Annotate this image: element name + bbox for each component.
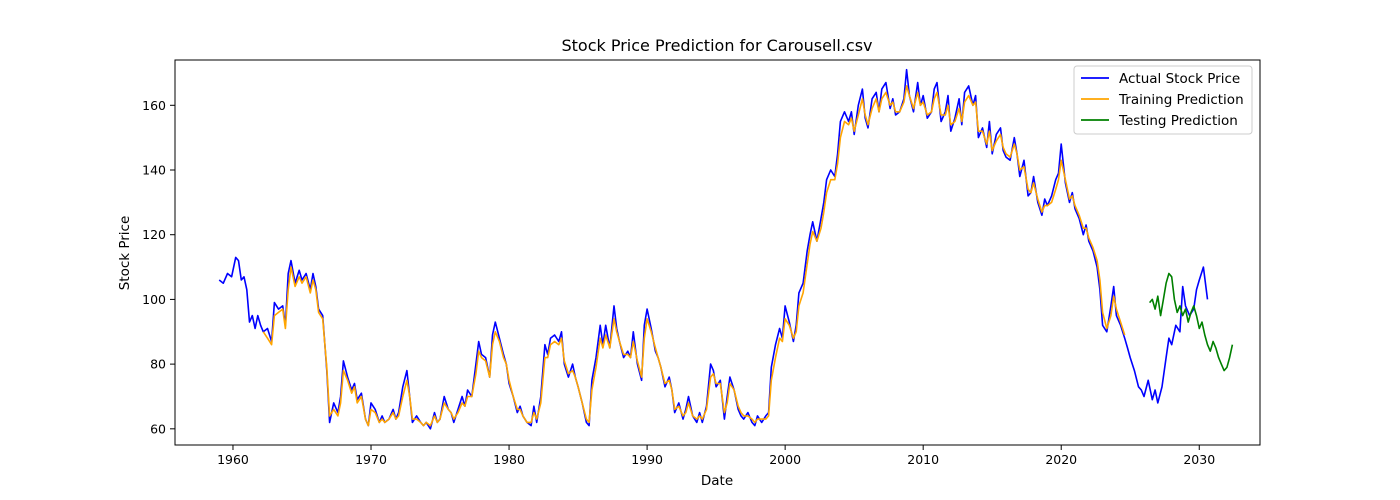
legend-label-testing: Testing Prediction <box>1118 113 1238 129</box>
y-axis: 60 80 100 120 140 160 <box>142 98 175 436</box>
plot-frame <box>174 59 1261 446</box>
legend-label-actual: Actual Stock Price <box>1119 71 1240 87</box>
y-tick-label: 140 <box>142 163 166 178</box>
chart-title: Stock Price Prediction for Carousell.csv <box>561 36 872 55</box>
x-tick-label: 1990 <box>631 452 663 467</box>
x-axis-label: Date <box>701 473 733 489</box>
series-line-training <box>262 85 1126 427</box>
legend-label-training: Training Prediction <box>1118 92 1244 108</box>
y-tick-label: 60 <box>150 421 166 436</box>
y-tick-label: 100 <box>142 292 166 307</box>
x-tick-label: 2010 <box>907 452 939 467</box>
x-tick-label: 1970 <box>355 452 387 467</box>
x-tick-label: 2000 <box>769 452 801 467</box>
y-tick-label: 160 <box>142 98 166 113</box>
x-tick-label: 1960 <box>217 452 249 467</box>
y-axis-label: Stock Price <box>117 216 133 291</box>
legend: Actual Stock Price Training Prediction Tes… <box>1073 65 1253 135</box>
legend-box <box>1073 65 1253 135</box>
x-axis: 1960 1970 1980 1990 2000 2010 2020 2030 <box>217 445 1215 467</box>
x-tick-label: 1980 <box>493 452 525 467</box>
series-line-testing <box>1148 272 1234 372</box>
x-tick-label: 2030 <box>1183 452 1215 467</box>
x-tick-label: 2020 <box>1045 452 1077 467</box>
y-tick-label: 80 <box>150 357 166 372</box>
y-tick-label: 120 <box>142 227 166 242</box>
series-layer <box>218 68 1234 430</box>
